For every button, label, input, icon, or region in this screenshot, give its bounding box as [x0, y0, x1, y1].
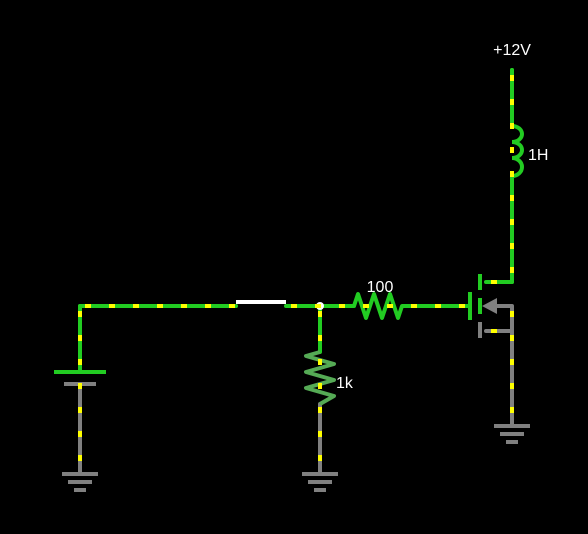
current-dot: [78, 335, 82, 341]
resistor-icon: [352, 292, 406, 320]
current-dot: [510, 311, 514, 317]
current-dot: [339, 304, 345, 308]
current-dot: [510, 99, 514, 105]
current-dot: [318, 407, 322, 413]
current-dot: [157, 304, 163, 308]
current-dot: [363, 304, 369, 308]
current-dot: [459, 304, 465, 308]
current-dot: [78, 311, 82, 317]
pulldown-resistor-label: 1k: [336, 375, 354, 392]
current-dot: [491, 280, 497, 284]
pulldown-resistor[interactable]: 1k: [304, 350, 354, 406]
mosfet[interactable]: [468, 274, 512, 338]
current-dot: [318, 311, 322, 317]
current-dot: [510, 335, 514, 341]
voltage-source-icon[interactable]: [510, 68, 514, 72]
current-dot: [78, 383, 82, 389]
inductor-label: 1H: [528, 147, 548, 164]
gate-resistor[interactable]: 100: [352, 279, 406, 320]
current-dot: [78, 431, 82, 437]
current-dot: [78, 407, 82, 413]
ground-source[interactable]: [494, 424, 530, 444]
resistor-icon: [304, 350, 336, 406]
current-dot: [510, 171, 514, 177]
current-dot: [318, 431, 322, 437]
current-dot: [181, 304, 187, 308]
current-dot: [510, 243, 514, 249]
current-dot: [491, 329, 497, 333]
current-dot: [318, 335, 322, 341]
current-dot: [109, 304, 115, 308]
current-dot: [229, 304, 235, 308]
current-dot: [318, 383, 322, 389]
ground-resistor[interactable]: [302, 472, 338, 492]
current-dot: [510, 195, 514, 201]
current-dot: [78, 455, 82, 461]
current-dot: [435, 304, 441, 308]
current-dot: [315, 304, 321, 308]
current-dot: [510, 407, 514, 413]
mosfet-icon: [482, 298, 497, 314]
ground-battery[interactable]: [62, 472, 98, 492]
current-dot: [510, 359, 514, 365]
current-dot: [318, 455, 322, 461]
current-dot: [510, 219, 514, 225]
current-dot: [85, 304, 91, 308]
current-dot: [510, 267, 514, 273]
current-dot: [133, 304, 139, 308]
current-dot: [291, 304, 297, 308]
gate-resistor-label: 100: [367, 279, 394, 296]
current-dot: [205, 304, 211, 308]
inductor-icon: [511, 124, 524, 178]
current-dot: [510, 123, 514, 129]
current-dot: [411, 304, 417, 308]
current-dot: [510, 383, 514, 389]
current-dot: [510, 75, 514, 81]
current-dot: [510, 147, 514, 153]
current-dot: [78, 359, 82, 365]
current-dots: [78, 75, 514, 461]
inductor[interactable]: 1H: [511, 124, 548, 178]
current-dot: [318, 359, 322, 365]
supply-label: +12V: [493, 42, 531, 59]
current-dot: [387, 304, 393, 308]
